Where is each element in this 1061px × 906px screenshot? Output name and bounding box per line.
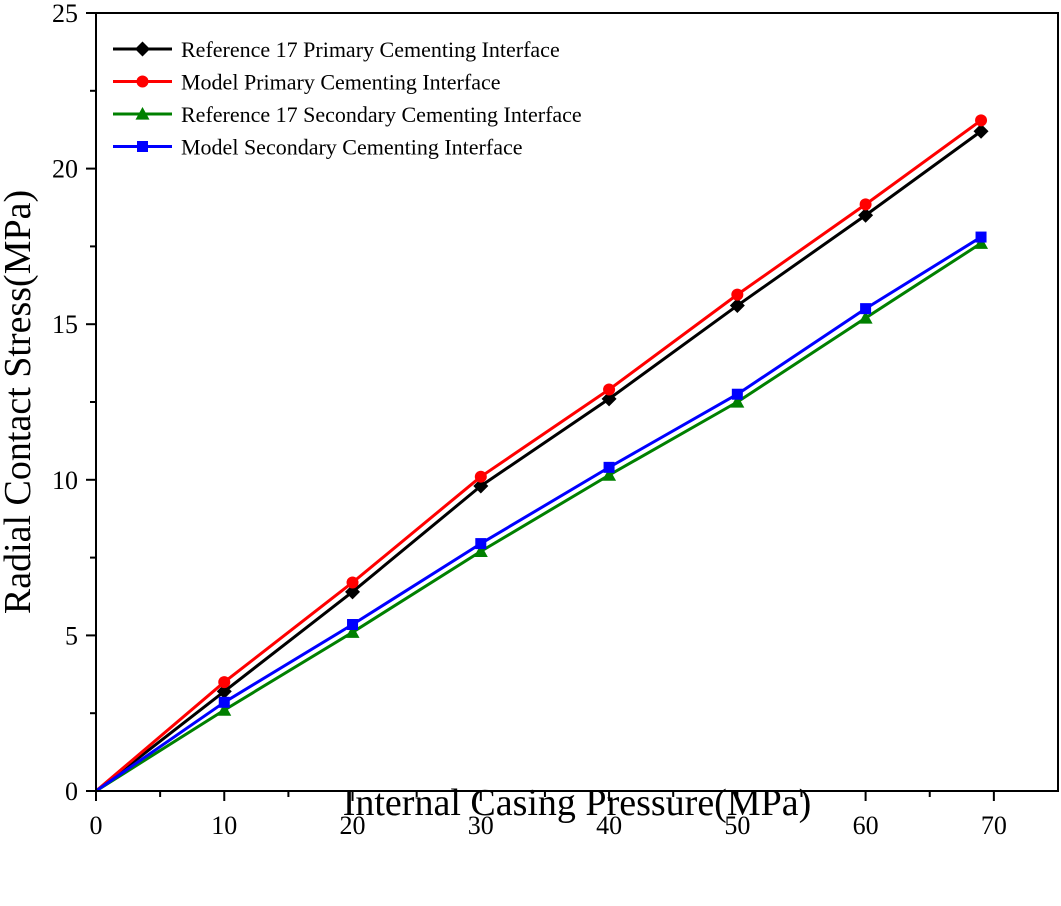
data-point: [603, 461, 615, 473]
data-point: [858, 310, 873, 324]
data-point: [345, 625, 360, 638]
series-line: [95, 130, 982, 793]
series-line: [95, 119, 982, 793]
data-point: [731, 388, 743, 400]
data-point: [217, 703, 232, 716]
data-point: [347, 619, 359, 631]
data-point: [731, 288, 744, 301]
data-point: [474, 470, 487, 483]
plot-frame: [95, 12, 1059, 792]
data-point: [218, 676, 231, 689]
data-point: [218, 696, 230, 708]
axes-layer: 0 10 20 30 40 50 60 70 0 5 10 15 20 25: [52, 0, 1059, 840]
legend-item-3: Reference 17 Secondary Cementing Interfa…: [113, 102, 582, 127]
legend-marker: [136, 75, 149, 88]
x-tick-label: 50: [724, 811, 750, 840]
data-point: [730, 395, 745, 408]
data-point: [729, 298, 745, 314]
series-2: [95, 114, 988, 793]
legend-item-1: Reference 17 Primary Cementing Interface: [113, 37, 560, 62]
data-point: [475, 538, 487, 550]
y-tick-label: 10: [52, 466, 78, 495]
data-point: [473, 478, 489, 494]
legend-item-4: Model Secondary Cementing Interface: [113, 135, 522, 160]
legend-label: Reference 17 Primary Cementing Interface: [181, 37, 560, 62]
series-line: [95, 242, 982, 793]
y-tick-label: 25: [52, 0, 78, 28]
data-point: [216, 683, 232, 699]
data-point: [975, 231, 987, 243]
legend-marker: [135, 41, 150, 57]
data-point: [975, 114, 988, 127]
data-point: [974, 236, 989, 249]
data-point: [601, 391, 617, 407]
data-point: [859, 198, 872, 211]
x-tick-label: 70: [981, 811, 1007, 840]
legend-marker: [137, 141, 148, 152]
y-axis-title: Radial Contact Stress(MPa): [0, 190, 39, 614]
x-tick-label: 10: [211, 811, 237, 840]
series-layer: [95, 114, 989, 793]
data-point: [973, 123, 989, 139]
legend: Reference 17 Primary Cementing Interface…: [113, 37, 582, 160]
y-tick-label: 15: [52, 310, 78, 339]
y-tick-label: 5: [65, 621, 78, 650]
series-3: [95, 236, 989, 793]
legend-marker: [135, 107, 150, 120]
series-4: [95, 231, 987, 793]
series-line: [95, 235, 982, 793]
data-point: [858, 207, 874, 223]
data-point: [346, 576, 359, 589]
legend-label: Model Secondary Cementing Interface: [181, 135, 522, 160]
data-point: [860, 303, 872, 315]
y-tick-label: 0: [65, 777, 78, 806]
data-point: [345, 584, 361, 600]
legend-label: Reference 17 Secondary Cementing Interfa…: [181, 102, 582, 127]
x-tick-label: 20: [340, 811, 366, 840]
x-tick-label: 0: [90, 811, 103, 840]
x-tick-label: 30: [468, 811, 494, 840]
legend-item-2: Model Primary Cementing Interface: [113, 70, 501, 95]
x-tick-label: 60: [853, 811, 879, 840]
data-point: [473, 544, 488, 557]
data-point: [602, 468, 617, 481]
series-1: [95, 123, 989, 793]
x-axis-title: Internal Casing Pressure(MPa): [343, 782, 812, 824]
legend-label: Model Primary Cementing Interface: [181, 70, 501, 95]
x-tick-label: 40: [596, 811, 622, 840]
data-point: [603, 383, 616, 396]
y-tick-label: 20: [52, 155, 78, 184]
